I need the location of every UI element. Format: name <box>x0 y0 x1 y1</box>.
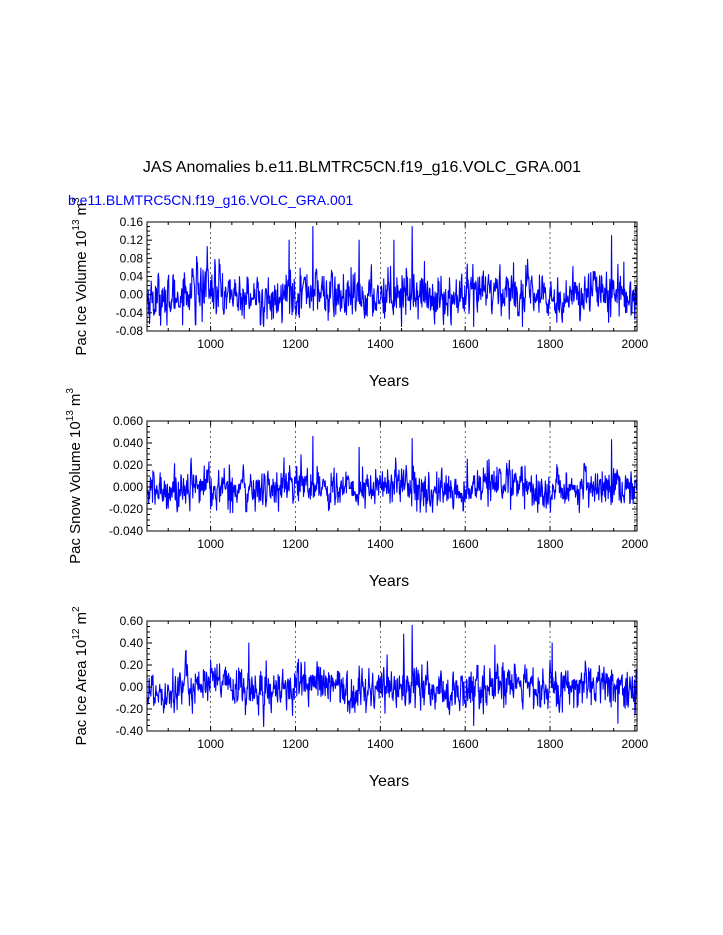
y-tick-label: 0.00 <box>120 680 144 694</box>
y-tick-label: 0.08 <box>120 251 144 265</box>
x-tick-label: 1800 <box>537 337 564 351</box>
x-tick-label: 1800 <box>537 537 564 551</box>
y-tick-label: 0.00 <box>120 288 144 302</box>
y-tick-label: -0.08 <box>116 324 144 338</box>
y-tick-label: 0.16 <box>120 215 144 229</box>
subtitle: b.e11.BLMTRC5CN.f19_g16.VOLC_GRA.001 <box>68 192 354 208</box>
y-tick-label: 0.12 <box>120 233 144 247</box>
y-axis-label: Pac Ice Area 1012 m2 <box>71 606 90 746</box>
y-label-unit-exponent: 3 <box>71 197 82 203</box>
y-label-exponent: 13 <box>71 219 82 231</box>
x-tick-label: 1400 <box>367 337 394 351</box>
y-tick-label: -0.020 <box>109 502 143 516</box>
y-tick-label: 0.60 <box>120 614 144 628</box>
x-tick-label: 1600 <box>452 337 479 351</box>
series-line-2 <box>146 435 638 514</box>
y-tick-label: 0.060 <box>113 414 143 428</box>
y-tick-label: 0.040 <box>113 436 143 450</box>
y-tick-label: 0.04 <box>120 270 144 284</box>
panel-3: 1000 1200 1400 1600 1800 2000 -0.40 -0.20 0.00 0.… <box>71 606 649 790</box>
y-label-prefix: Pac Ice Area 10 <box>73 640 90 746</box>
y-tick-label: -0.04 <box>116 306 144 320</box>
x-tick-label: 1600 <box>452 737 479 751</box>
y-label-unit: m <box>73 612 90 625</box>
panel-1: 1000 1200 1400 1600 1800 2000 -0.08 -0.04 0.00 0.… <box>71 197 649 390</box>
y-label-exponent: 12 <box>71 628 82 640</box>
x-tick-label: 1000 <box>197 737 224 751</box>
y-label-unit: m <box>67 394 84 407</box>
main-title: JAS Anomalies b.e11.BLMTRC5CN.f19_g16.VO… <box>143 159 581 176</box>
x-tick-label: 1200 <box>282 737 309 751</box>
y-tick-label: -0.20 <box>116 702 144 716</box>
y-axis-label: Pac Ice Volume 1013 m3 <box>71 197 90 356</box>
y-tick-label: 0.020 <box>113 458 143 472</box>
x-axis-label: Years <box>369 373 409 390</box>
series-line-3 <box>146 624 638 728</box>
plot-frame <box>146 420 638 532</box>
x-tick-label: 1400 <box>367 537 394 551</box>
x-axis-label: Years <box>369 773 409 790</box>
y-tick-label: -0.40 <box>116 724 144 738</box>
x-tick-label: 1400 <box>367 737 394 751</box>
x-tick-label: 2000 <box>622 537 649 551</box>
x-tick-label: 1000 <box>197 537 224 551</box>
panels-group: 1000 1200 1400 1600 1800 2000 -0.08 -0.04 0.00 0.… <box>65 197 649 790</box>
x-tick-label: 1200 <box>282 537 309 551</box>
x-tick-label: 1000 <box>197 337 224 351</box>
y-label-unit-exponent: 2 <box>71 606 82 612</box>
y-label-exponent: 13 <box>65 410 76 422</box>
y-tick-label: 0.40 <box>120 636 144 650</box>
series-line-1 <box>146 225 638 328</box>
x-tick-label: 1200 <box>282 337 309 351</box>
panel-2: 1000 1200 1400 1600 1800 2000 -0.040 -0.020 0.00… <box>65 388 649 590</box>
x-tick-label: 2000 <box>622 737 649 751</box>
x-tick-label: 2000 <box>622 337 649 351</box>
x-axis-label: Years <box>369 573 409 590</box>
y-axis-label: Pac Snow Volume 1013 m3 <box>65 388 84 564</box>
y-label-prefix: Pac Ice Volume 10 <box>73 231 90 356</box>
y-tick-label: -0.040 <box>109 524 143 538</box>
y-tick-label: 0.000 <box>113 480 143 494</box>
x-tick-label: 1800 <box>537 737 564 751</box>
y-label-unit: m <box>73 203 90 216</box>
x-tick-label: 1600 <box>452 537 479 551</box>
y-tick-label: 0.20 <box>120 658 144 672</box>
y-label-unit-exponent: 3 <box>65 388 76 394</box>
y-label-prefix: Pac Snow Volume 10 <box>67 421 84 564</box>
